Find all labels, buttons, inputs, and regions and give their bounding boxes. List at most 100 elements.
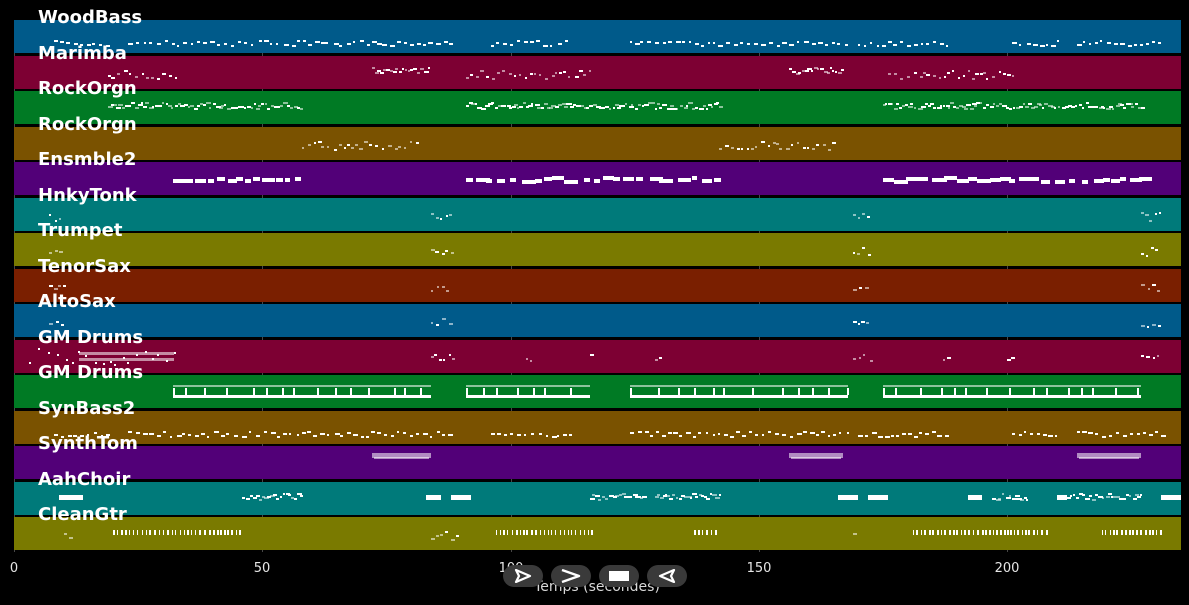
note — [551, 104, 556, 107]
note — [407, 69, 410, 72]
tick-label: 200 — [994, 561, 1020, 576]
note — [829, 67, 833, 69]
track-lane[interactable] — [14, 446, 1181, 479]
note — [135, 41, 139, 44]
note — [971, 77, 976, 80]
track-lane[interactable] — [14, 482, 1181, 515]
note — [761, 44, 766, 47]
note — [485, 75, 490, 78]
track-lane[interactable] — [14, 269, 1181, 302]
note — [190, 105, 194, 108]
note — [538, 74, 542, 77]
note — [1106, 107, 1112, 110]
note — [203, 104, 206, 107]
note — [1101, 497, 1105, 500]
note — [563, 530, 566, 535]
note — [1018, 433, 1022, 436]
fast-forward-button[interactable] — [551, 565, 591, 587]
note — [431, 322, 434, 325]
track-label: SynthTom — [38, 433, 138, 454]
note — [964, 530, 966, 535]
track-lane[interactable] — [14, 91, 1181, 124]
note — [148, 106, 154, 109]
note — [878, 435, 883, 438]
note — [796, 73, 800, 75]
note — [1085, 102, 1090, 104]
rewind-button[interactable] — [647, 565, 687, 587]
note — [703, 104, 707, 107]
note — [1121, 498, 1126, 501]
note — [465, 77, 470, 80]
note — [117, 72, 121, 75]
note — [529, 360, 532, 363]
note — [1082, 494, 1086, 496]
note — [431, 249, 435, 252]
play-button[interactable] — [503, 565, 543, 587]
track-lane[interactable] — [14, 411, 1181, 444]
note — [623, 496, 629, 498]
note — [961, 106, 967, 109]
note — [588, 105, 593, 108]
note — [876, 44, 880, 47]
track-lane[interactable] — [14, 198, 1181, 231]
note — [912, 530, 915, 535]
track-lane[interactable] — [14, 233, 1181, 266]
track-lane[interactable] — [14, 517, 1181, 550]
note — [184, 388, 187, 395]
track-lane[interactable] — [14, 304, 1181, 337]
note — [368, 144, 372, 147]
note — [524, 76, 527, 79]
note — [664, 104, 667, 107]
note — [266, 496, 272, 499]
note — [135, 353, 138, 356]
note — [592, 104, 597, 107]
track-lane[interactable] — [14, 375, 1181, 408]
note — [815, 433, 819, 436]
note — [662, 435, 667, 438]
stop-button[interactable] — [599, 565, 639, 587]
track-lane[interactable] — [14, 340, 1181, 373]
note — [601, 495, 605, 498]
track-label: HnkyTonk — [38, 185, 137, 206]
note — [1003, 72, 1006, 75]
note — [998, 103, 1003, 106]
note — [725, 145, 729, 148]
note — [986, 388, 988, 395]
note — [588, 70, 592, 73]
note — [914, 435, 918, 438]
note — [78, 350, 80, 353]
track-lane[interactable] — [14, 56, 1181, 89]
note — [832, 70, 835, 73]
note — [857, 216, 861, 219]
note — [1117, 102, 1123, 105]
note — [1006, 74, 1011, 77]
note — [1145, 530, 1147, 535]
note — [243, 107, 247, 110]
note — [154, 530, 156, 535]
note — [608, 107, 612, 110]
track-lane[interactable] — [14, 127, 1181, 160]
note — [864, 44, 867, 47]
note — [1116, 530, 1118, 535]
track-label: Trumpet — [38, 220, 123, 241]
note — [63, 533, 68, 536]
note — [986, 104, 989, 107]
track-lane[interactable] — [14, 162, 1181, 195]
note — [237, 41, 242, 44]
track-lane[interactable] — [14, 20, 1181, 53]
note — [253, 103, 256, 106]
note — [925, 432, 930, 435]
note — [121, 530, 123, 535]
note — [512, 106, 516, 109]
note — [499, 530, 502, 535]
note — [339, 434, 344, 437]
note — [868, 254, 871, 257]
note — [1152, 530, 1154, 535]
note — [282, 433, 287, 436]
note — [1017, 530, 1019, 535]
note — [1022, 103, 1026, 105]
note — [145, 102, 150, 105]
note — [517, 40, 520, 43]
note — [664, 494, 668, 497]
